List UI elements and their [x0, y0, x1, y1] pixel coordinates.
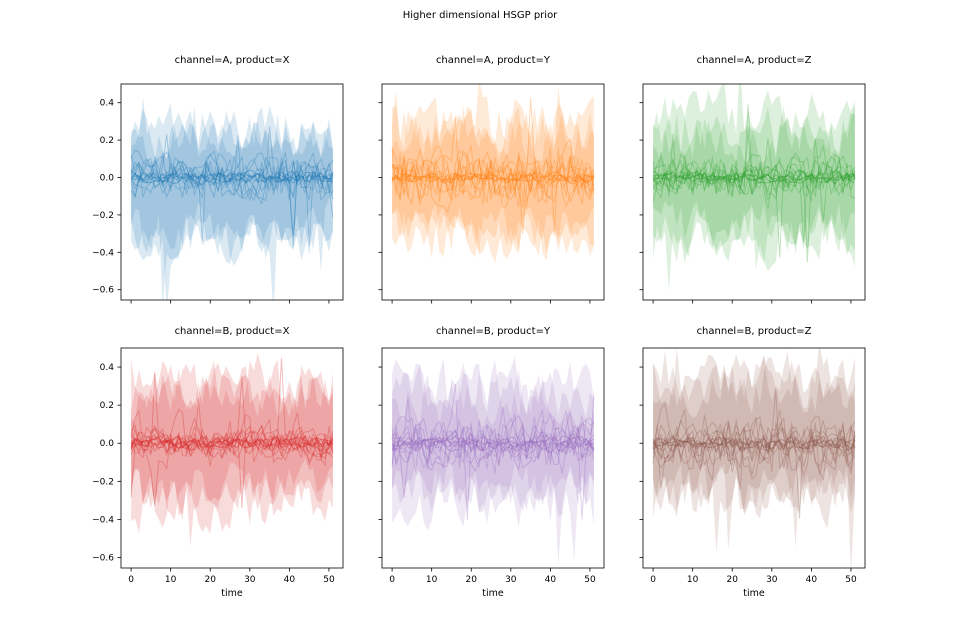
subplot-title-channel-a-product-x: channel=A, product=X [174, 55, 290, 66]
figure-title: Higher dimensional HSGP prior [402, 10, 558, 21]
xlabel-time-col3: time [743, 588, 765, 599]
x-tick-label: 0 [650, 575, 656, 585]
subplot-title-channel-b-product-y: channel=B, product=Y [435, 326, 551, 337]
y-tick-label: −0.4 [92, 248, 114, 258]
xlabel-time-col2: time [482, 588, 504, 599]
x-tick-label: 30 [244, 575, 256, 585]
plot-channel-a-product-x: 0.4 0.2 0.0 −0.2 −0.4 −0.6 [92, 83, 344, 304]
y-tick-label: −0.4 [92, 515, 114, 525]
subplot-title-channel-b-product-x: channel=B, product=X [174, 326, 290, 337]
y-tick-label: −0.6 [92, 286, 114, 296]
subplot-title-channel-a-product-z: channel=A, product=Z [696, 55, 812, 66]
y-tick-label: 0.0 [100, 439, 115, 449]
subplot-title-channel-b-product-z: channel=B, product=Z [696, 326, 812, 337]
x-tick-label: 50 [845, 575, 857, 585]
x-tick-label: 40 [284, 575, 296, 585]
y-tick-label: 0.2 [100, 136, 114, 146]
x-tick-label: 30 [766, 575, 778, 585]
x-tick-label: 0 [389, 575, 395, 585]
y-tick-label: 0.4 [100, 99, 115, 109]
plot-channel-a-product-y [378, 83, 605, 304]
x-tick-label: 40 [545, 575, 557, 585]
x-tick-label: 20 [466, 575, 478, 585]
y-tick-label: −0.6 [92, 554, 114, 564]
x-tick-label: 50 [584, 575, 596, 585]
plot-channel-b-product-z: 0 10 20 30 40 50 [639, 347, 866, 585]
y-tick-label: −0.2 [92, 477, 114, 487]
x-tick-label: 50 [323, 575, 335, 585]
subplot-title-channel-a-product-y: channel=A, product=Y [435, 55, 551, 66]
y-tick-label: 0.4 [100, 363, 115, 373]
y-tick-label: 0.0 [100, 174, 115, 184]
x-tick-label: 10 [687, 575, 699, 585]
plot-channel-b-product-y: 0 10 20 30 40 50 [378, 347, 605, 585]
plot-channel-b-product-x: 0 10 20 30 40 50 0.4 0.2 0.0 −0.2 −0.4 −0.6 [92, 347, 344, 585]
x-tick-label: 20 [205, 575, 217, 585]
x-tick-label: 20 [727, 575, 739, 585]
y-tick-label: 0.2 [100, 401, 114, 411]
plot-channel-a-product-z [639, 83, 866, 304]
y-tick-label: −0.2 [92, 211, 114, 221]
x-tick-label: 30 [505, 575, 517, 585]
x-tick-label: 10 [426, 575, 438, 585]
x-tick-label: 40 [806, 575, 818, 585]
xlabel-time-col1: time [221, 588, 243, 599]
x-tick-label: 10 [165, 575, 177, 585]
x-tick-label: 0 [128, 575, 134, 585]
